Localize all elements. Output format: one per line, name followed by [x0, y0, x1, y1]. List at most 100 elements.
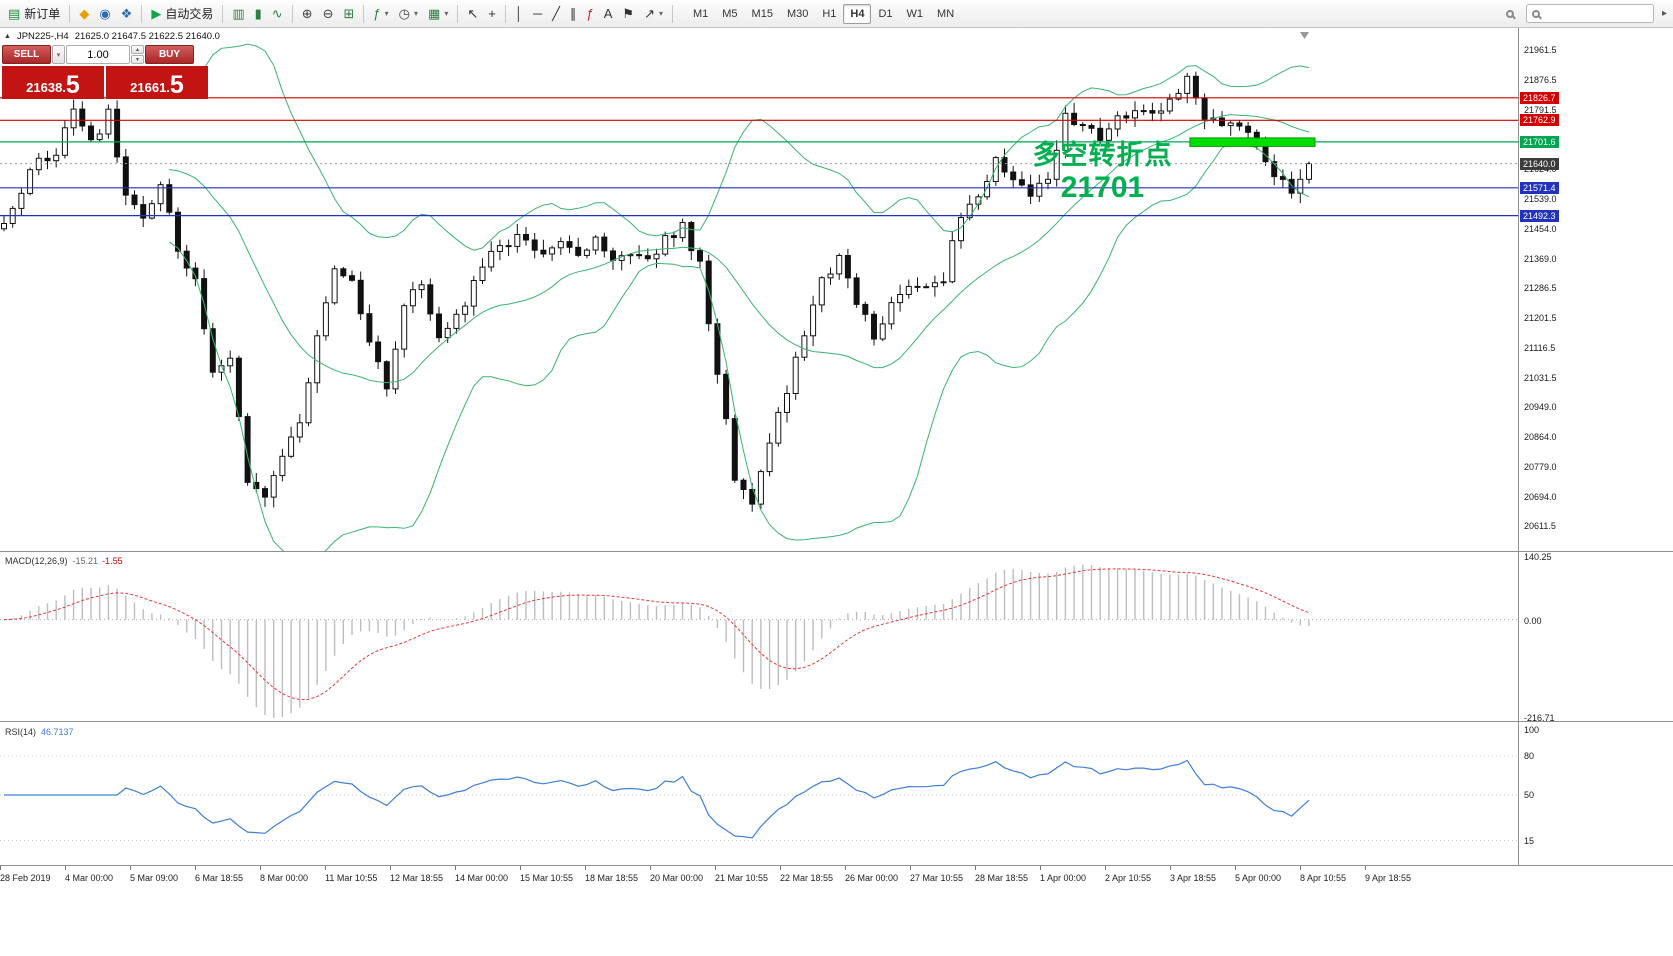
channel-button[interactable]: ∥ [566, 3, 581, 25]
candlestick-chart-button[interactable]: ▮ [251, 3, 266, 25]
cursor-button[interactable]: ↖ [463, 3, 482, 25]
bar-chart-button[interactable]: ▥ [228, 3, 248, 25]
volume-down-button[interactable]: ▾ [131, 55, 144, 64]
time-label: 28 Feb 2019 [0, 873, 51, 883]
timeframe-m5-button[interactable]: M5 [722, 7, 738, 20]
rsi-label: RSI(14) 46.7137 [5, 727, 74, 737]
horizontal-line-icon: ─ [532, 6, 543, 21]
search-icon [1531, 9, 1540, 18]
data-window-button[interactable]: ◉ [95, 3, 114, 25]
buy-price-panel[interactable]: 21661. 5 [106, 66, 208, 99]
macd-indicator-plot[interactable] [0, 552, 1518, 721]
panel-splitter-macd[interactable] [0, 551, 1673, 552]
indicators-button[interactable]: ƒ ▾ [369, 3, 392, 25]
sell-price-main: 21638. [26, 80, 66, 96]
buy-price-pips: 5 [169, 70, 184, 99]
timeframe-w1-button[interactable]: W1 [906, 7, 924, 20]
panel-splitter-rsi[interactable] [0, 721, 1673, 722]
volume-input[interactable] [66, 45, 130, 64]
line-chart-button[interactable]: ∿ [268, 3, 287, 25]
autotrading-button[interactable]: ▶ 自动交易 [147, 3, 217, 25]
price-level-label: 21640.0 [1520, 157, 1559, 170]
dropdown-icon: ▾ [658, 9, 663, 18]
timeframe-h1-button[interactable]: H1 [822, 7, 837, 20]
dropdown-icon: ▾ [384, 9, 389, 18]
time-tick [260, 866, 261, 870]
trendline-button[interactable]: ╱ [548, 3, 564, 25]
rsi-value: 46.7137 [41, 727, 74, 737]
vertical-line-button[interactable]: │ [511, 3, 527, 25]
axis-tick-label: 20611.5 [1524, 520, 1556, 531]
arrows-icon: ↗ [644, 6, 655, 21]
macd-signal-value: -1.55 [102, 556, 123, 566]
tile-windows-button[interactable]: ⊞ [340, 3, 359, 25]
cursor-icon: ↖ [467, 6, 479, 21]
time-tick [715, 866, 716, 870]
sell-price-panel[interactable]: 21638. 5 [2, 66, 104, 99]
trendline-icon: ╱ [552, 6, 560, 21]
main-toolbar: ▤ 新订单 ◆ ◉ ❖ ▶ 自动交易 ▥ ▮ ∿ ⊕ ⊖ ⊞ ƒ ▾ ◷ ▾ ▦ ▾ ↖ + │ ─ ╱ ∥ ƒ A ⚑ ↗ ▾ M1 M5… [0, 0, 1673, 28]
oct-dropdown-button[interactable]: ▾ [52, 45, 65, 64]
axis-tick-label: 21369.0 [1524, 254, 1557, 265]
dropdown-icon: ▾ [444, 9, 449, 18]
macd-value: -15.21 [72, 556, 99, 566]
metaeditor-button[interactable]: ◆ [75, 3, 93, 25]
price-level-label: 21826.7 [1520, 91, 1559, 104]
new-order-button[interactable]: ▤ 新订单 [4, 3, 64, 25]
search-box [1525, 4, 1654, 23]
price-level-label: 21762.9 [1520, 114, 1559, 127]
fibonacci-icon: ƒ [586, 6, 594, 21]
axis-tick-label: 20694.0 [1524, 491, 1557, 502]
zoom-in-button[interactable]: ⊕ [298, 3, 317, 25]
search-input[interactable] [1544, 7, 1648, 20]
community-button[interactable]: ❖ [117, 3, 137, 25]
time-tick [130, 866, 131, 870]
axis-tick-label: 0.00 [1524, 615, 1542, 626]
fibonacci-button[interactable]: ƒ [583, 3, 598, 25]
time-tick [455, 866, 456, 870]
axis-tick-label: 20949.0 [1524, 401, 1557, 412]
crosshair-button[interactable]: + [484, 3, 500, 25]
time-axis[interactable]: 28 Feb 2019 4 Mar 00:00 5 Mar 09:00 6 Mar 1… [0, 866, 1673, 892]
ohlc-values: 21625.0 21647.5 21622.5 21640.0 [74, 31, 220, 42]
text-button[interactable]: A [600, 3, 617, 25]
timeframe-m15-button[interactable]: M15 [751, 7, 773, 20]
toolbar-right: ▸ [1502, 3, 1669, 25]
toolbar-overflow-icon[interactable]: ▸ [1661, 8, 1667, 19]
volume-up-button[interactable]: ▴ [131, 45, 144, 54]
periods-button[interactable]: ◷ ▾ [395, 3, 422, 25]
timeframe-m1-button[interactable]: M1 [692, 7, 709, 20]
chart-window: 21961.521876.521791.521624.021539.021454… [0, 28, 1673, 956]
zoom-out-button[interactable]: ⊖ [319, 3, 338, 25]
zoom-out-icon: ⊖ [322, 6, 334, 21]
label-icon: ⚑ [622, 6, 635, 21]
data-window-icon: ◉ [99, 6, 111, 21]
time-tick [975, 866, 976, 870]
search-button[interactable] [1502, 3, 1518, 25]
axis-tick-label: 50 [1524, 790, 1535, 800]
axis-tick-label: 21116.5 [1524, 342, 1556, 353]
time-tick [65, 866, 66, 870]
rsi-indicator-plot[interactable] [0, 722, 1518, 865]
buy-button[interactable]: BUY [145, 45, 194, 64]
label-button[interactable]: ⚑ [618, 3, 638, 25]
arrows-button[interactable]: ↗ ▾ [640, 3, 667, 25]
templates-icon: ▦ [428, 6, 441, 21]
time-tick [325, 866, 326, 870]
timeframe-mn-button[interactable]: MN [937, 7, 955, 20]
chart-info: ▲ JPN225-,H4 21625.0 21647.5 21622.5 216… [4, 31, 220, 42]
oct-collapse-icon[interactable]: ▲ [4, 33, 11, 40]
time-label: 8 Apr 10:55 [1300, 873, 1347, 883]
time-tick [1235, 866, 1236, 870]
sell-button[interactable]: SELL [2, 45, 51, 64]
time-label: 9 Apr 18:55 [1365, 873, 1412, 883]
timeframe-m30-button[interactable]: M30 [786, 7, 809, 20]
time-axis-border [0, 865, 1673, 866]
timeframe-d1-button[interactable]: D1 [878, 7, 893, 20]
horizontal-line-button[interactable]: ─ [529, 3, 546, 25]
price-chart-plot[interactable] [0, 28, 1518, 551]
toolbar-separator [69, 4, 71, 23]
timeframe-h4-button[interactable]: H4 [843, 3, 872, 24]
price-axis[interactable]: 21961.521876.521791.521624.021539.021454… [1519, 28, 1673, 866]
templates-button[interactable]: ▦ ▾ [424, 3, 452, 25]
